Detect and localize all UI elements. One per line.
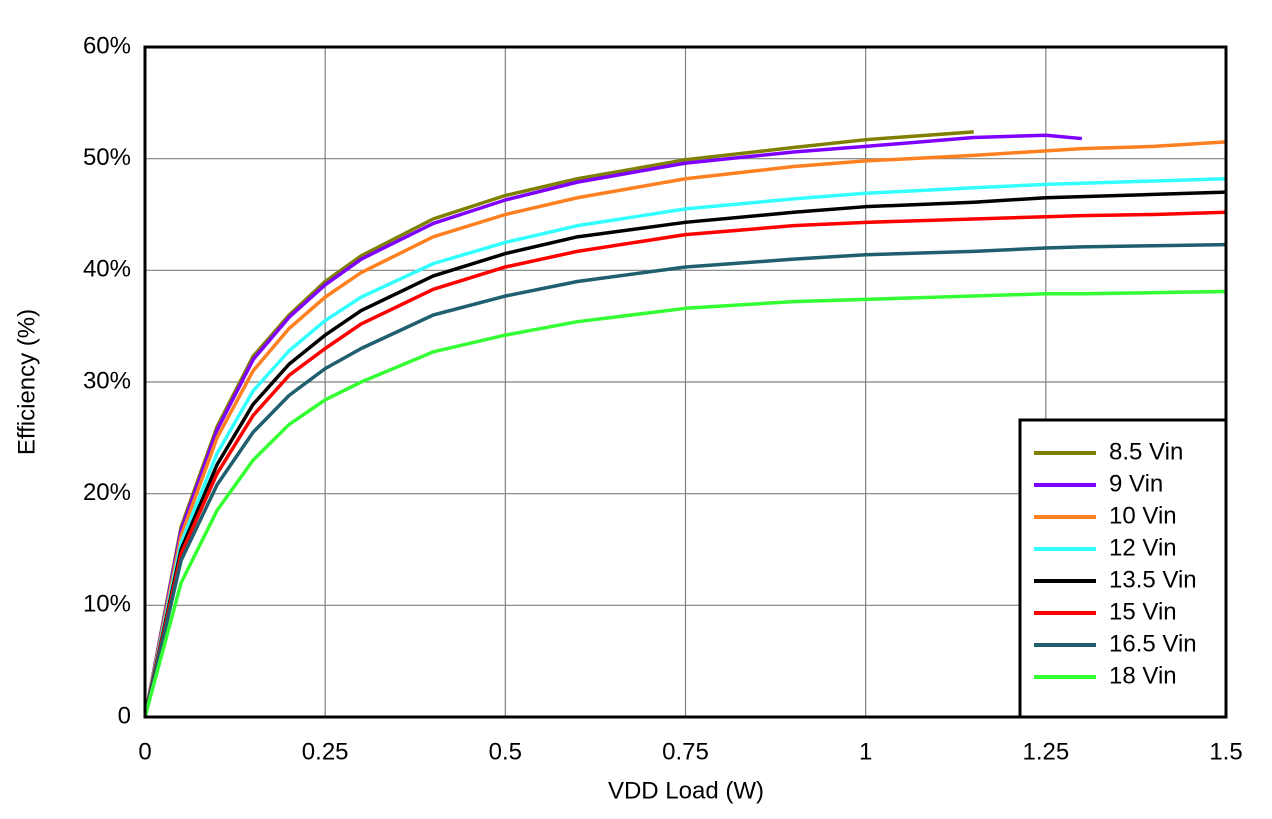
legend-label: 10 Vin: [1109, 502, 1177, 529]
legend-label: 9 Vin: [1109, 470, 1163, 497]
series-group: [145, 130, 1226, 717]
series-line: [145, 289, 1226, 717]
y-tick-label: 50%: [83, 144, 131, 171]
series-line: [145, 130, 974, 717]
y-tick-label: 40%: [83, 256, 131, 283]
y-tick-label: 0: [118, 702, 131, 729]
y-tick-label: 20%: [83, 479, 131, 506]
plot-border: [143, 45, 1228, 719]
x-tick-label: 1.5: [1209, 738, 1242, 765]
legend-label: 12 Vin: [1109, 534, 1177, 561]
legend-label: 15 Vin: [1109, 598, 1177, 625]
legend-label: 16.5 Vin: [1109, 630, 1197, 657]
x-tick-label: 0.75: [662, 738, 709, 765]
legend-label: 8.5 Vin: [1109, 438, 1183, 465]
x-tick-label: 1: [859, 738, 872, 765]
y-tick-label: 30%: [83, 367, 131, 394]
series-line: [145, 190, 1226, 717]
y-tick-label: 60%: [83, 32, 131, 59]
series-line: [145, 242, 1226, 717]
x-tick-label: 0.25: [302, 738, 349, 765]
legend-box: [1018, 418, 1228, 719]
y-axis-label: Efficiency (%): [13, 309, 40, 455]
series-line: [145, 210, 1226, 717]
series-line: [145, 140, 1226, 717]
x-tick-label: 0.5: [489, 738, 522, 765]
x-tick-label: 0: [138, 738, 151, 765]
y-tick-label: 10%: [83, 591, 131, 618]
legend-label: 18 Vin: [1109, 662, 1177, 689]
x-axis-label: VDD Load (W): [608, 777, 764, 804]
x-tick-label: 1.25: [1022, 738, 1069, 765]
series-line: [145, 133, 1083, 717]
series-line: [145, 177, 1226, 717]
legend-label: 13.5 Vin: [1109, 566, 1197, 593]
